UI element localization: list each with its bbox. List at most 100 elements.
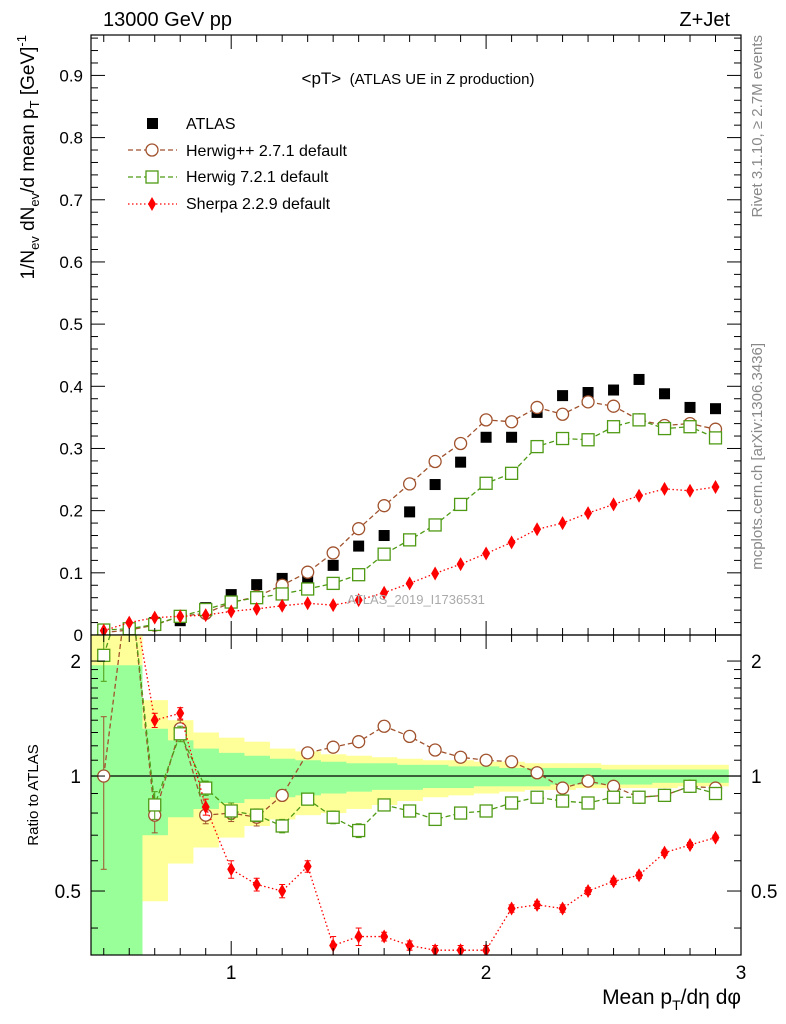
ratio-point-sherpa [150, 713, 159, 728]
energy-label: 13000 GeV pp [103, 9, 232, 31]
ratio-point-herwig7 [632, 790, 646, 804]
data-point-atlas [608, 384, 620, 396]
legend-label-herwig7: Herwig 7.2.1 default [186, 169, 329, 186]
ratio-point-sherpa [686, 837, 695, 852]
data-point-sherpa [278, 598, 287, 613]
data-point-atlas [404, 506, 416, 518]
data-point-herwig7 [504, 466, 519, 480]
data-point-sherpa [431, 566, 440, 581]
watermark: ATLAS_2019_I1736531 [347, 592, 485, 607]
data-point-sherpa [711, 480, 720, 495]
data-point-sherpa [329, 598, 338, 613]
legend-label-atlas: ATLAS [186, 116, 236, 133]
mcplots-label: mcplots.cern.ch [arXiv:1306.3436] [749, 343, 766, 570]
ratio-point-sherpa [609, 874, 618, 889]
ratio-point-sherpa [354, 929, 363, 944]
data-point-atlas [429, 479, 441, 491]
ratio-xtick-label: 1 [226, 963, 237, 984]
ratio-point-herwigpp [504, 755, 519, 769]
ratio-y-label: Ratio to ATLAS [25, 744, 42, 845]
ratio-y-axis: 0.5 0.5 1 1 2 2 [55, 652, 777, 929]
ratio-point-sherpa [303, 859, 312, 874]
data-point-atlas [251, 579, 263, 591]
ratio-point-herwig7 [148, 798, 162, 812]
data-point-sherpa [201, 608, 210, 623]
main-ytick-label: 0.1 [59, 564, 83, 583]
main-ytick-label: 0.5 [59, 315, 83, 334]
data-point-herwig7 [581, 433, 595, 447]
ratio-point-sherpa [533, 897, 542, 912]
ratio-point-sherpa [558, 901, 567, 916]
data-point-herwigpp [351, 522, 366, 536]
ratio-xtick-label: 2 [481, 963, 492, 984]
data-point-sherpa [533, 522, 542, 537]
ratio-x-axis: 1 2 3 [103, 635, 746, 984]
ratio-point-sherpa [278, 884, 287, 899]
data-point-herwig7 [377, 547, 391, 561]
data-point-sherpa [558, 516, 567, 531]
data-point-atlas [633, 373, 645, 385]
ratio-point-herwig7 [581, 796, 595, 810]
ratio-x-label: Mean pT/dη dφ [602, 986, 741, 1013]
data-point-herwigpp [377, 499, 391, 513]
legend-item-herwigpp: Herwig++ 2.7.1 default [128, 143, 348, 160]
ratio-point-herwig7 [428, 812, 442, 827]
ratio-point-herwig7 [275, 819, 289, 833]
ratio-point-herwig7 [123, 569, 135, 581]
ratio-point-herwig7 [250, 808, 264, 822]
ratio-ytick-label-right: 0.5 [751, 882, 777, 903]
ratio-point-herwig7 [657, 788, 672, 803]
data-point-atlas [582, 387, 594, 399]
band-inner-bin [345, 763, 372, 792]
ratio-ytick-label: 2 [70, 652, 81, 673]
ratio-point-herwig7 [301, 792, 315, 806]
ratio-frame [90, 634, 742, 956]
ratio-point-herwig7 [555, 794, 570, 808]
data-point-herwig7 [301, 582, 315, 596]
data-point-sherpa [405, 576, 414, 591]
ratio-point-sherpa [176, 706, 185, 721]
ratio-point-sherpa [201, 799, 210, 814]
data-point-sherpa [150, 610, 159, 625]
legend-label-herwigpp: Herwig++ 2.7.1 default [186, 143, 348, 160]
ratio-point-sherpa [380, 929, 389, 944]
data-point-herwigpp [555, 407, 570, 421]
band-inner-bin [600, 769, 627, 785]
data-point-herwigpp [301, 565, 315, 579]
ratio-point-herwig7 [504, 796, 519, 810]
band-inner-bin [447, 766, 474, 789]
ratio-point-herwigpp [606, 779, 621, 793]
data-point-herwig7 [606, 420, 621, 434]
ratio-point-herwig7 [402, 804, 417, 818]
ratio-point-herwigpp [555, 781, 570, 795]
data-point-sherpa [176, 609, 185, 624]
data-point-herwigpp [606, 399, 621, 413]
data-point-sherpa [686, 483, 695, 498]
ratio-point-herwigpp [530, 766, 544, 780]
data-point-herwig7 [479, 476, 493, 490]
main-x-axis [103, 35, 742, 635]
data-point-herwig7 [632, 413, 646, 427]
data-point-herwig7 [402, 533, 417, 547]
ratio-plot-area [91, 569, 741, 955]
ratio-ytick-label: 1 [70, 767, 81, 788]
ratio-panel: 0.5 0.5 1 1 2 2 1 2 3 Ratio to ATLAS Mean pT/dη… [25, 569, 777, 1013]
data-point-sherpa [456, 557, 465, 572]
data-point-atlas [302, 574, 314, 586]
main-ytick-label: 0 [74, 626, 83, 645]
band-inner-bin [396, 764, 423, 790]
legend-marker-atlas [147, 118, 158, 129]
band-inner-bin [294, 760, 321, 796]
ratio-series-group [91, 569, 741, 955]
main-series-group [97, 373, 723, 635]
data-point-herwigpp [402, 477, 417, 491]
data-point-sherpa [507, 535, 516, 550]
data-point-sherpa [354, 593, 363, 608]
data-point-sherpa [125, 615, 134, 630]
ratio-point-herwig7 [606, 790, 621, 804]
ratio-point-herwig7 [530, 790, 544, 804]
data-point-herwig7 [351, 568, 366, 582]
data-point-atlas [710, 403, 722, 415]
ratio-point-herwig7 [453, 806, 468, 820]
